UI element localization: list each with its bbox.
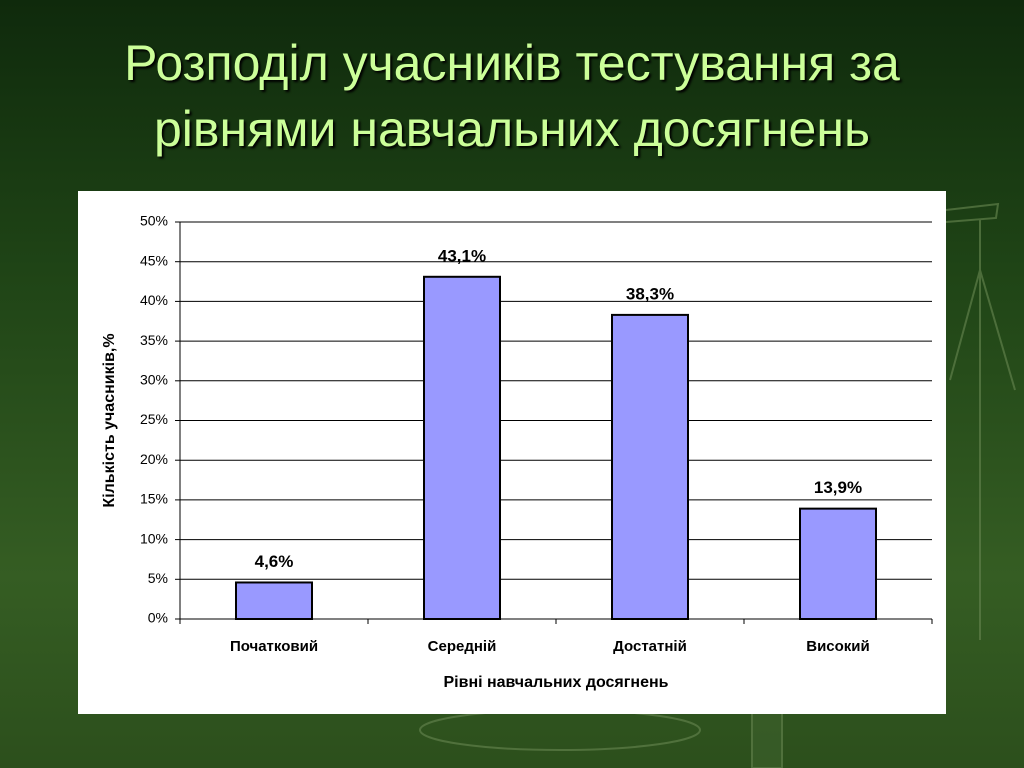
y-tick-label: 5% (148, 570, 168, 586)
x-tick-label: Середній (428, 638, 497, 655)
y-axis-title: Кількість учасників,% (101, 333, 118, 507)
data-label: 13,9% (814, 478, 862, 497)
chart: 0% 5% 10% 15% 20% 25% 30% 35% 40% 45% 50% Початкови… (78, 191, 946, 714)
y-tick-label: 50% (140, 213, 168, 229)
data-label: 38,3% (626, 284, 674, 303)
x-axis-title: Рівні навчальних досягнень (443, 674, 668, 691)
x-tick-label: Високий (806, 638, 870, 655)
y-tick-label: 25% (140, 411, 168, 427)
bar (423, 275, 501, 620)
y-tick-label: 35% (140, 332, 168, 348)
x-tick-label: Початковий (230, 638, 318, 655)
y-tick-label: 45% (140, 252, 168, 268)
y-tick-label: 15% (140, 491, 168, 507)
data-label: 4,6% (255, 552, 294, 571)
bar (799, 507, 877, 620)
x-tick-label: Достатній (613, 638, 687, 655)
y-tick-label: 0% (148, 610, 168, 626)
y-tick-label: 10% (140, 530, 168, 546)
data-label: 43,1% (438, 246, 486, 265)
y-tick-label: 40% (140, 292, 168, 308)
slide-title: Розподіл учасників тестування за рівнями… (124, 35, 900, 157)
y-tick-label: 30% (140, 372, 168, 388)
bar (611, 313, 689, 620)
y-tick-label: 20% (140, 451, 168, 467)
bar (235, 581, 313, 621)
